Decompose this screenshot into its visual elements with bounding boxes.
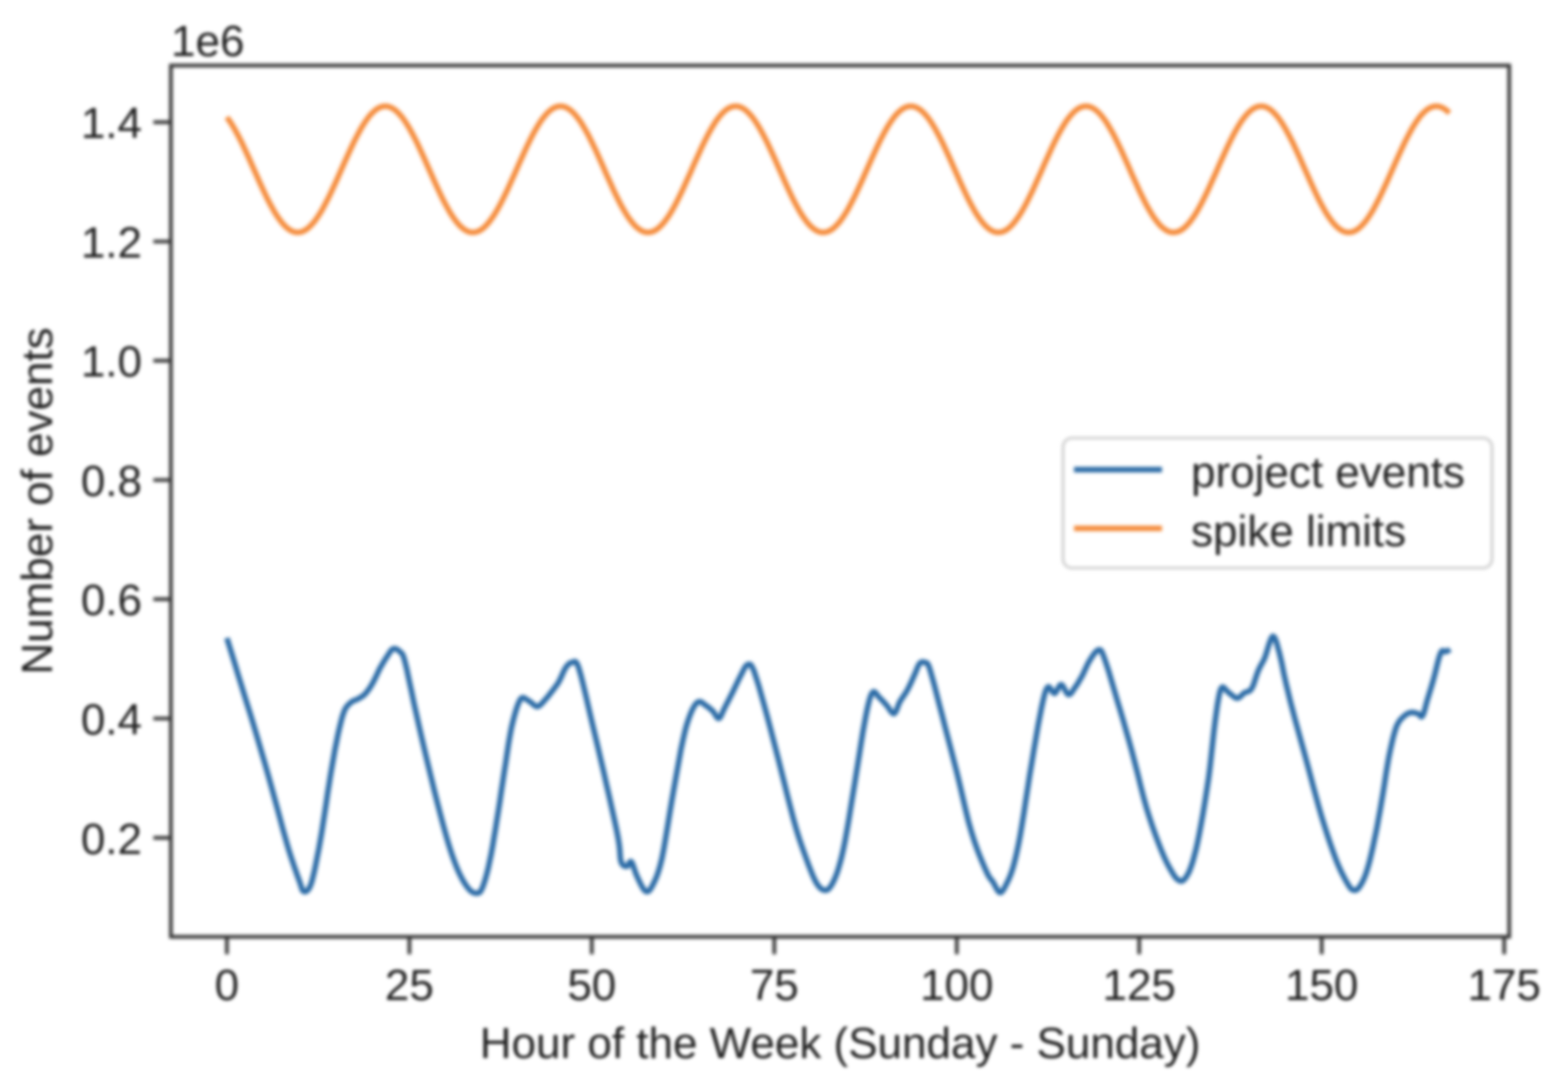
svg-text:175: 175 [1467,961,1540,1010]
svg-text:0: 0 [215,961,239,1010]
svg-text:150: 150 [1285,961,1358,1010]
svg-text:spike limits: spike limits [1191,507,1406,556]
svg-text:1.4: 1.4 [81,99,142,148]
svg-text:0.6: 0.6 [81,576,142,625]
svg-text:25: 25 [385,961,434,1010]
svg-text:0.4: 0.4 [81,696,142,745]
svg-text:0.8: 0.8 [81,457,142,506]
svg-text:50: 50 [567,961,616,1010]
svg-text:1.0: 1.0 [81,338,142,387]
svg-text:75: 75 [750,961,799,1010]
svg-text:1e6: 1e6 [171,17,244,66]
svg-text:125: 125 [1102,961,1175,1010]
svg-text:Number of events: Number of events [13,327,62,674]
svg-text:Hour of the Week (Sunday - Sun: Hour of the Week (Sunday - Sunday) [480,1019,1201,1068]
svg-text:project events: project events [1191,448,1465,497]
svg-text:0.2: 0.2 [81,815,142,864]
svg-text:100: 100 [920,961,993,1010]
svg-text:1.2: 1.2 [81,219,142,268]
